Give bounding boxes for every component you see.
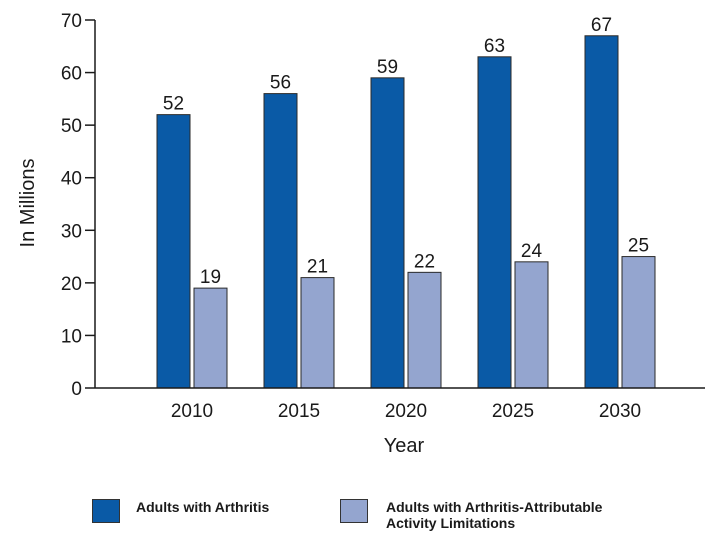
y-tick-label: 20 <box>61 274 82 295</box>
bar <box>370 77 405 389</box>
data-label: 21 <box>307 257 328 278</box>
bar <box>263 93 298 389</box>
data-label: 67 <box>591 15 612 36</box>
legend-label-arthritis: Adults with Arthritis <box>136 499 270 515</box>
x-axis: 2010 2015 2020 2025 2030 <box>95 387 705 422</box>
bar <box>477 56 512 389</box>
data-label: 24 <box>521 241 543 262</box>
x-tick-label: 2015 <box>278 401 320 422</box>
bar <box>584 35 619 389</box>
y-tick-label: 70 <box>61 11 82 32</box>
bar <box>156 114 191 389</box>
y-tick-label: 30 <box>61 221 82 242</box>
data-label: 22 <box>414 251 435 272</box>
bar <box>621 256 656 389</box>
data-label: 59 <box>377 57 398 78</box>
x-axis-title: Year <box>384 435 425 457</box>
bar <box>407 271 442 389</box>
y-tick-label: 10 <box>61 326 82 347</box>
data-label: 25 <box>628 236 649 257</box>
legend-swatch-activity-limitations <box>340 499 368 523</box>
y-tick-label: 0 <box>71 379 82 400</box>
x-tick-label: 2020 <box>385 401 427 422</box>
data-label: 63 <box>484 36 505 57</box>
bar <box>300 277 335 389</box>
x-tick-label: 2030 <box>599 401 641 422</box>
x-tick-label: 2010 <box>171 401 213 422</box>
y-tick-label: 40 <box>61 169 82 190</box>
y-tick-label: 60 <box>61 64 82 85</box>
data-label: 19 <box>200 267 221 288</box>
bar <box>193 287 228 389</box>
legend-label-activity-limitations: Adults with Arthritis-Attributable Activ… <box>386 499 603 531</box>
bars: 52 19 56 21 59 22 63 24 67 25 <box>156 15 656 389</box>
legend: Adults with Arthritis Adults with Arthri… <box>92 497 692 537</box>
y-tick-label: 50 <box>61 116 82 137</box>
y-axis: 0 10 20 30 40 50 60 70 <box>61 11 96 400</box>
legend-swatch-arthritis <box>92 499 120 523</box>
data-label: 56 <box>270 73 291 94</box>
x-tick-label: 2025 <box>492 401 534 422</box>
bar <box>514 261 549 389</box>
y-axis-title: In Millions <box>17 159 39 248</box>
data-label: 52 <box>163 94 184 115</box>
